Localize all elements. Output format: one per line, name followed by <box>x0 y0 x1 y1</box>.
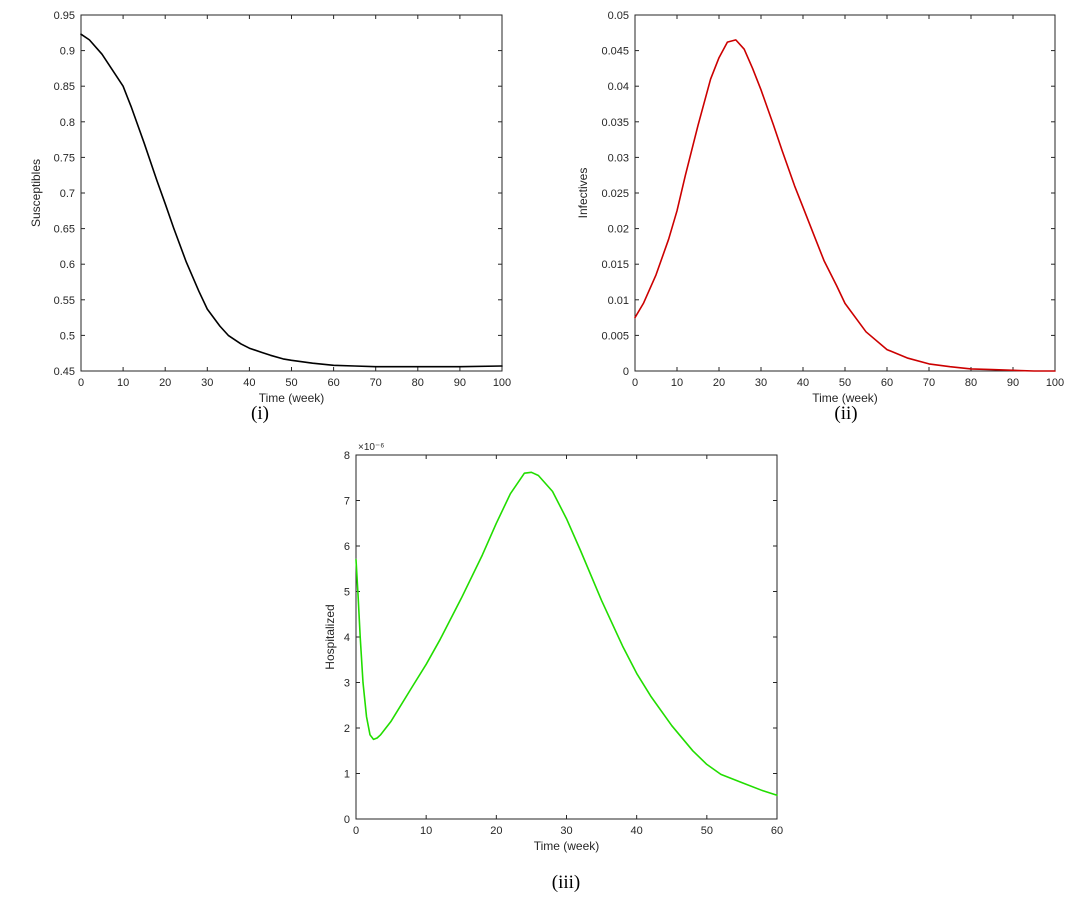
y-tick-label: 0.75 <box>54 152 75 164</box>
y-axis-label: Susceptibles <box>29 159 43 227</box>
panel-label: (ii) <box>834 403 857 424</box>
y-tick-label: 0.5 <box>60 330 75 342</box>
y-tick-label: 0.045 <box>601 46 629 58</box>
x-tick-label: 40 <box>631 825 643 837</box>
x-axis-label: Time (week) <box>259 391 325 405</box>
series-line-1 <box>355 471 778 797</box>
chart-panel-1: 0 10 20 30 40 50 60 70 80 90 100 0.45 0.5 0.55 0.6 0.65… <box>29 10 511 424</box>
x-tick-label: 20 <box>713 377 725 389</box>
y-tick-label: 0.55 <box>54 295 75 307</box>
y-tick-label: 0.6 <box>60 259 75 271</box>
y-tick-label: 0.7 <box>60 188 75 200</box>
y-axis-label: Hospitalized <box>323 604 337 669</box>
x-tick-label: 30 <box>755 377 767 389</box>
x-tick-label: 40 <box>797 377 809 389</box>
y-tick-label: 0.005 <box>601 330 629 342</box>
chart-panel-3: 0 10 20 30 40 50 60 0 1 2 3 4 5 6 7 8 ×10⁻⁶ Time (week) Ho… <box>323 442 783 893</box>
x-tick-label: 50 <box>839 377 851 389</box>
x-tick-label: 90 <box>454 377 466 389</box>
y-tick-label: 7 <box>344 496 350 508</box>
y-axis-label: Infectives <box>576 168 590 219</box>
y-tick-label: 1 <box>344 769 350 781</box>
y-tick-label: 2 <box>344 723 350 735</box>
x-tick-label: 80 <box>412 377 424 389</box>
x-tick-label: 60 <box>771 825 783 837</box>
x-tick-label: 30 <box>560 825 572 837</box>
x-tick-label: 80 <box>965 377 977 389</box>
y-tick-label: 0.035 <box>601 117 629 129</box>
x-tick-label: 100 <box>493 377 511 389</box>
x-tick-label: 50 <box>285 377 297 389</box>
y-tick-label: 0.05 <box>608 10 629 22</box>
y-tick-label: 0.025 <box>601 188 629 200</box>
y-tick-label: 0.9 <box>60 46 75 58</box>
y-exponent-label: ×10⁻⁶ <box>358 442 384 453</box>
x-tick-label: 20 <box>159 377 171 389</box>
y-tick-label: 0.02 <box>608 224 629 236</box>
chart-panel-2: 0 10 20 30 40 50 60 70 80 90 100 0 0.005 0.01 0.015 0.0… <box>576 10 1064 424</box>
x-tick-label: 50 <box>701 825 713 837</box>
x-tick-label: 0 <box>78 377 84 389</box>
y-tick-label: 0.45 <box>54 366 75 378</box>
x-tick-label: 10 <box>117 377 129 389</box>
x-tick-label: 0 <box>353 825 359 837</box>
y-tick-label: 0.03 <box>608 152 629 164</box>
x-tick-label: 40 <box>243 377 255 389</box>
y-tick-label: 0.04 <box>608 81 629 93</box>
plot-area <box>355 454 778 820</box>
y-tick-label: 0 <box>344 814 350 826</box>
plot-area <box>80 14 503 372</box>
plot-area <box>634 14 1056 372</box>
panel-label: (i) <box>251 403 269 424</box>
y-tick-label: 0.85 <box>54 81 75 93</box>
x-tick-label: 60 <box>327 377 339 389</box>
x-tick-label: 100 <box>1046 377 1064 389</box>
x-tick-label: 30 <box>201 377 213 389</box>
x-tick-label: 90 <box>1007 377 1019 389</box>
y-tick-label: 0.015 <box>601 259 629 271</box>
x-axis-label: Time (week) <box>534 839 600 853</box>
x-axis-label: Time (week) <box>812 391 878 405</box>
x-tick-label: 60 <box>881 377 893 389</box>
y-tick-label: 6 <box>344 541 350 553</box>
x-tick-label: 0 <box>632 377 638 389</box>
y-tick-label: 0.8 <box>60 117 75 129</box>
y-tick-label: 0.95 <box>54 10 75 22</box>
y-tick-label: 3 <box>344 678 350 690</box>
x-tick-label: 70 <box>923 377 935 389</box>
y-tick-label: 0.65 <box>54 224 75 236</box>
series-line-1 <box>80 33 503 368</box>
panel-label: (iii) <box>552 872 581 893</box>
x-tick-label: 70 <box>370 377 382 389</box>
x-tick-label: 20 <box>490 825 502 837</box>
y-tick-label: 0 <box>623 366 629 378</box>
y-tick-label: 4 <box>344 632 350 644</box>
y-tick-label: 0.01 <box>608 295 629 307</box>
series-line-1 <box>634 39 1056 372</box>
y-tick-label: 8 <box>344 450 350 462</box>
y-tick-label: 5 <box>344 587 350 599</box>
x-tick-label: 10 <box>671 377 683 389</box>
x-tick-label: 10 <box>420 825 432 837</box>
